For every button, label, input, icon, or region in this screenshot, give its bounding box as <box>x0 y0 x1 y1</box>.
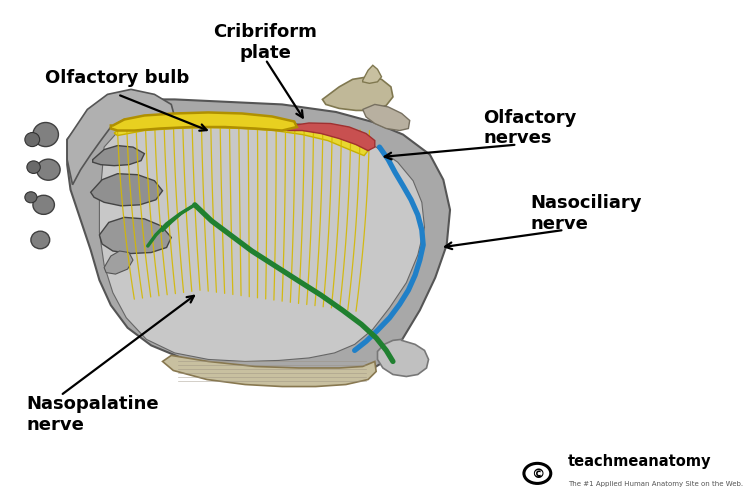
Polygon shape <box>111 113 297 131</box>
Text: teachmeanatomy: teachmeanatomy <box>568 453 711 468</box>
Ellipse shape <box>25 133 39 147</box>
Text: Nasociliary
nerve: Nasociliary nerve <box>531 193 642 232</box>
Ellipse shape <box>31 231 50 249</box>
Polygon shape <box>67 90 175 185</box>
Ellipse shape <box>25 192 37 203</box>
Polygon shape <box>377 340 429 377</box>
Ellipse shape <box>33 123 58 147</box>
Polygon shape <box>104 252 133 275</box>
Polygon shape <box>163 356 376 387</box>
Polygon shape <box>322 78 393 111</box>
Polygon shape <box>91 174 163 206</box>
Polygon shape <box>99 218 172 254</box>
Ellipse shape <box>27 161 40 174</box>
Polygon shape <box>99 115 425 362</box>
Text: Olfactory
nerves: Olfactory nerves <box>484 108 577 147</box>
Text: Nasopalatine
nerve: Nasopalatine nerve <box>27 394 160 433</box>
Ellipse shape <box>36 160 60 181</box>
Text: Cribriform
plate: Cribriform plate <box>213 23 318 62</box>
Polygon shape <box>67 100 450 377</box>
Polygon shape <box>114 123 368 156</box>
Polygon shape <box>93 146 144 166</box>
Polygon shape <box>363 105 410 131</box>
Polygon shape <box>282 124 375 151</box>
Text: ©: © <box>531 467 544 480</box>
Text: The #1 Applied Human Anatomy Site on the Web.: The #1 Applied Human Anatomy Site on the… <box>568 480 742 486</box>
Polygon shape <box>363 66 382 84</box>
Text: Olfactory bulb: Olfactory bulb <box>45 69 190 87</box>
Ellipse shape <box>33 196 54 215</box>
